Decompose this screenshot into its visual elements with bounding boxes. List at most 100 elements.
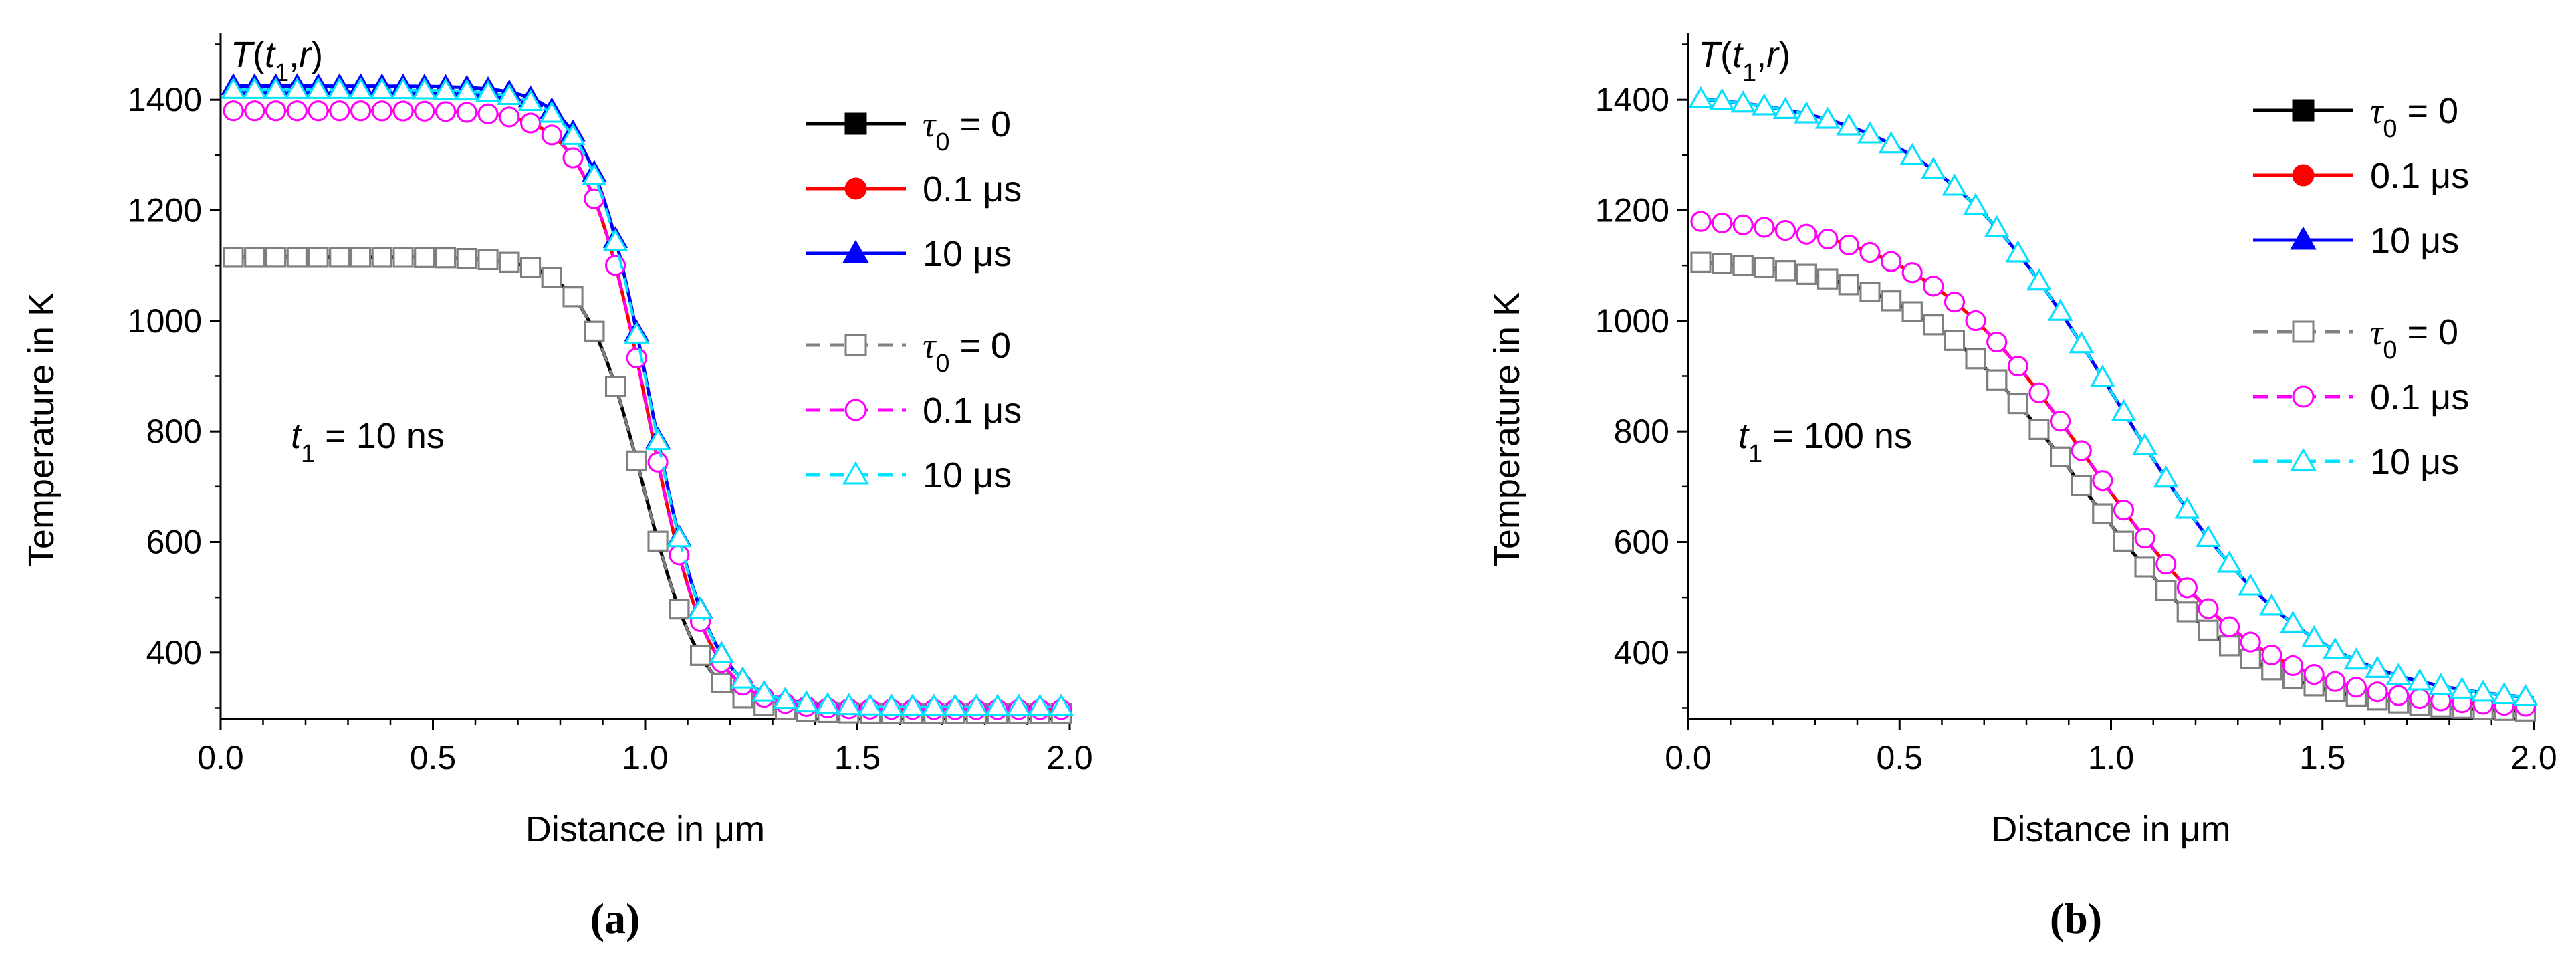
data-point xyxy=(2028,419,2050,440)
data-point xyxy=(1712,212,1733,233)
data-point xyxy=(1752,93,1777,116)
data-point xyxy=(392,247,414,268)
data-point xyxy=(2198,619,2219,641)
series-6 xyxy=(1688,86,2539,706)
y-tick-label: 1200 xyxy=(128,192,202,229)
data-point xyxy=(539,100,564,123)
data-point xyxy=(900,693,925,716)
series-5 xyxy=(1690,211,2536,717)
data-point xyxy=(2345,677,2367,698)
y-tick-label: 400 xyxy=(146,634,202,671)
data-point xyxy=(2071,475,2092,496)
data-point xyxy=(605,376,626,397)
data-point xyxy=(584,320,605,342)
data-point xyxy=(497,83,522,105)
data-point xyxy=(456,248,477,269)
data-point xyxy=(477,249,499,270)
legend-label: τ0 = 0 xyxy=(2370,312,2458,364)
data-point xyxy=(390,77,416,100)
data-point xyxy=(1878,131,1904,154)
data-point xyxy=(1965,310,1986,332)
data-point xyxy=(2050,411,2071,432)
data-point xyxy=(1859,242,1881,263)
legend: τ0 = 0 0.1 μs 10 μs τ0 = 0 0.1 μs 10 μs xyxy=(2253,91,2469,482)
legend-label: 10 μs xyxy=(2370,442,2459,482)
data-point xyxy=(2050,446,2071,467)
data-point xyxy=(921,693,947,716)
data-point xyxy=(2176,601,2198,623)
data-point xyxy=(626,450,647,471)
data-point xyxy=(687,597,713,619)
data-point xyxy=(1754,257,1775,278)
x-tick-label: 0.0 xyxy=(1665,739,1712,776)
data-point xyxy=(2007,393,2028,415)
data-point xyxy=(1963,193,1988,215)
y-axis-label: Temperature in K xyxy=(1487,292,1527,567)
data-point xyxy=(244,247,265,268)
panel-b: 0.0 0.5 1.0 1.5 2.0 400 600 800 1000 1200 1400 Dist… xyxy=(1487,33,2557,942)
data-point xyxy=(1730,90,1756,113)
y-tick-label: 1200 xyxy=(1595,192,1669,229)
data-point xyxy=(2134,556,2155,578)
legend-label: 10 μs xyxy=(2370,221,2459,261)
legend-marker xyxy=(842,239,869,263)
data-point xyxy=(1815,106,1841,129)
y-tick-label: 800 xyxy=(1614,413,1669,450)
data-point xyxy=(456,102,477,123)
data-point xyxy=(223,247,244,268)
data-point xyxy=(1774,220,1796,241)
y-tick-label: 600 xyxy=(1614,523,1669,560)
series-line xyxy=(233,109,1070,711)
y-tick-label: 800 xyxy=(146,413,202,450)
legend-marker xyxy=(2292,320,2315,343)
legend-item: τ0 = 0 xyxy=(806,326,1011,378)
data-point xyxy=(1901,301,1923,322)
data-point xyxy=(350,247,372,268)
data-point xyxy=(2219,635,2240,657)
data-point xyxy=(730,666,755,689)
data-point xyxy=(1984,215,2010,237)
x-tick-label: 1.5 xyxy=(2299,739,2346,776)
legend-marker xyxy=(2290,447,2317,471)
data-point xyxy=(371,247,392,268)
legend-item: 10 μs xyxy=(806,455,1012,496)
data-point xyxy=(2492,682,2517,705)
data-point xyxy=(1838,274,1859,296)
legend-item: τ0 = 0 xyxy=(806,104,1011,156)
data-point xyxy=(1944,292,1965,313)
data-point xyxy=(836,693,862,716)
data-point xyxy=(327,77,352,99)
data-point xyxy=(857,693,883,716)
data-point xyxy=(499,251,520,273)
data-point xyxy=(2261,645,2282,666)
data-point xyxy=(1754,217,1775,238)
legend-label: 0.1 μs xyxy=(923,169,1022,209)
data-point xyxy=(1772,97,1798,119)
data-point xyxy=(2409,688,2430,710)
legend-item: τ0 = 0 xyxy=(2253,312,2458,364)
data-point xyxy=(414,100,435,122)
legend-marker xyxy=(842,461,869,485)
data-point xyxy=(1986,332,2008,353)
x-tick-label: 1.0 xyxy=(622,739,669,776)
data-point xyxy=(2092,503,2113,524)
data-point xyxy=(2323,637,2348,659)
data-point xyxy=(1923,276,1944,297)
legend-label: 10 μs xyxy=(923,234,1012,274)
data-point xyxy=(2113,530,2134,552)
panel-a: 0.0 0.5 1.0 1.5 2.0 400 600 800 1000 1200 1400 Dist… xyxy=(21,33,1093,942)
legend-marker xyxy=(844,334,867,356)
x-tick-label: 0.5 xyxy=(1876,739,1923,776)
data-point xyxy=(2238,573,2263,596)
data-point xyxy=(286,247,308,268)
data-point xyxy=(647,530,669,552)
data-point xyxy=(477,103,499,124)
legend-item: 0.1 μs xyxy=(2253,377,2469,417)
data-point xyxy=(2216,550,2242,573)
data-point xyxy=(433,78,459,100)
data-point xyxy=(2240,648,2261,669)
data-point xyxy=(263,77,289,99)
x-tick-label: 0.0 xyxy=(197,739,244,776)
data-point xyxy=(562,147,584,169)
y-tick-label: 1000 xyxy=(128,302,202,340)
